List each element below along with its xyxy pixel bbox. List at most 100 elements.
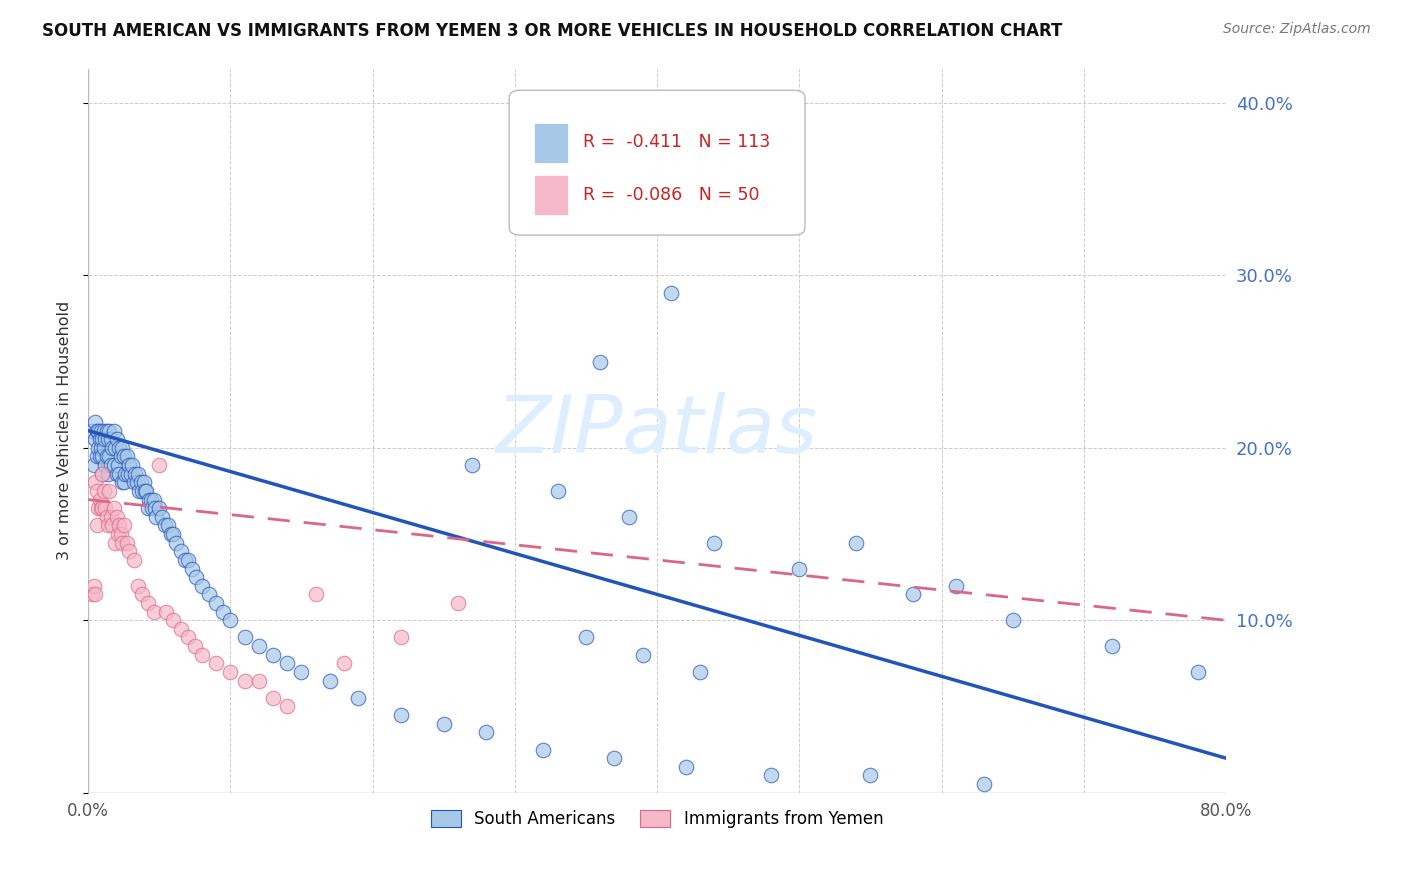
- Point: [759, 768, 782, 782]
- Point: [107, 458, 129, 472]
- Point: [107, 527, 129, 541]
- Point: [84, 432, 107, 446]
- Point: [198, 587, 221, 601]
- Point: [162, 527, 184, 541]
- Point: [120, 467, 142, 481]
- Point: [169, 544, 191, 558]
- Point: [603, 751, 626, 765]
- Point: [173, 553, 195, 567]
- Point: [91, 467, 114, 481]
- Point: [659, 285, 682, 300]
- Point: [333, 657, 356, 671]
- Point: [89, 450, 111, 464]
- Point: [845, 535, 868, 549]
- Point: [159, 527, 181, 541]
- Point: [589, 354, 612, 368]
- Point: [124, 467, 146, 481]
- Point: [1101, 639, 1123, 653]
- Point: [131, 587, 153, 601]
- Point: [128, 483, 150, 498]
- Point: [631, 648, 654, 662]
- Point: [91, 467, 114, 481]
- Point: [901, 587, 924, 601]
- Point: [547, 483, 569, 498]
- Point: [575, 631, 598, 645]
- Point: [96, 450, 118, 464]
- Point: [86, 518, 108, 533]
- Point: [118, 544, 141, 558]
- Point: [143, 501, 166, 516]
- Point: [181, 561, 204, 575]
- Point: [219, 613, 242, 627]
- Point: [93, 483, 115, 498]
- Point: [138, 492, 160, 507]
- Point: [290, 665, 312, 679]
- Point: [86, 424, 108, 438]
- Y-axis label: 3 or more Vehicles in Household: 3 or more Vehicles in Household: [58, 301, 72, 560]
- Point: [86, 483, 108, 498]
- Point: [93, 441, 115, 455]
- Point: [101, 518, 124, 533]
- Point: [675, 760, 697, 774]
- Point: [1001, 613, 1024, 627]
- Point: [205, 596, 228, 610]
- Text: ZIPatlas: ZIPatlas: [496, 392, 818, 469]
- Point: [86, 450, 108, 464]
- Point: [83, 579, 105, 593]
- Point: [101, 441, 124, 455]
- Point: [191, 579, 214, 593]
- Point: [112, 518, 135, 533]
- Point: [98, 424, 121, 438]
- Point: [305, 587, 328, 601]
- Point: [97, 518, 120, 533]
- Point: [233, 673, 256, 688]
- Point: [82, 587, 104, 601]
- Point: [131, 483, 153, 498]
- Point: [111, 441, 134, 455]
- Point: [108, 441, 131, 455]
- Point: [973, 777, 995, 791]
- Point: [945, 579, 967, 593]
- Point: [108, 518, 131, 533]
- Text: R =  -0.411   N = 113: R = -0.411 N = 113: [583, 134, 770, 152]
- Point: [105, 467, 128, 481]
- Point: [141, 501, 163, 516]
- Point: [110, 450, 132, 464]
- Point: [84, 587, 107, 601]
- Point: [142, 492, 165, 507]
- Point: [127, 579, 149, 593]
- Point: [94, 432, 117, 446]
- Point: [105, 509, 128, 524]
- Point: [169, 622, 191, 636]
- Point: [100, 432, 122, 446]
- Point: [97, 467, 120, 481]
- Legend: South Americans, Immigrants from Yemen: South Americans, Immigrants from Yemen: [425, 804, 890, 835]
- Point: [177, 631, 200, 645]
- Point: [156, 518, 179, 533]
- Text: SOUTH AMERICAN VS IMMIGRANTS FROM YEMEN 3 OR MORE VEHICLES IN HOUSEHOLD CORRELAT: SOUTH AMERICAN VS IMMIGRANTS FROM YEMEN …: [42, 22, 1063, 40]
- Point: [276, 657, 298, 671]
- Point: [148, 501, 170, 516]
- Point: [103, 424, 125, 438]
- Point: [162, 613, 184, 627]
- Point: [104, 441, 127, 455]
- Point: [134, 483, 156, 498]
- Point: [93, 424, 115, 438]
- Point: [127, 467, 149, 481]
- Point: [155, 605, 177, 619]
- FancyBboxPatch shape: [534, 123, 568, 162]
- Point: [461, 458, 484, 472]
- Point: [129, 475, 152, 490]
- Point: [389, 708, 412, 723]
- FancyBboxPatch shape: [509, 90, 806, 235]
- Point: [262, 690, 284, 705]
- Point: [98, 450, 121, 464]
- Point: [125, 475, 148, 490]
- Point: [111, 535, 134, 549]
- Point: [105, 432, 128, 446]
- Point: [91, 450, 114, 464]
- Point: [96, 509, 118, 524]
- Point: [112, 475, 135, 490]
- Point: [219, 665, 242, 679]
- Point: [184, 639, 207, 653]
